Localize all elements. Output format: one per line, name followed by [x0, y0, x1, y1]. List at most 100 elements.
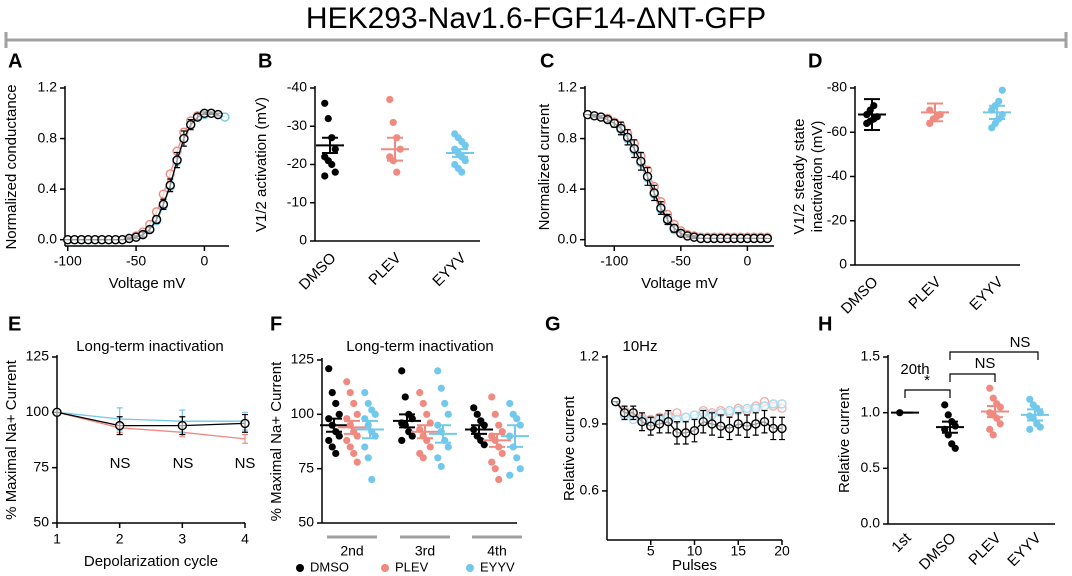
point: [398, 436, 406, 445]
point: [151, 214, 162, 225]
point: [361, 443, 369, 451]
y-tick-label: -10: [287, 193, 307, 209]
x-tick-label: 0: [201, 253, 209, 269]
legend-label: EYYV: [480, 559, 515, 574]
legend-label: DMSO: [310, 559, 349, 574]
x-tick-label: 1st: [888, 529, 915, 556]
point: [324, 115, 332, 123]
y-tick-label: 1.2: [38, 79, 58, 95]
significance-bracket: [904, 389, 951, 398]
x-tick-label: 1: [53, 531, 61, 547]
point: [777, 399, 787, 409]
point: [669, 223, 679, 234]
point: [461, 157, 469, 165]
sem-bar: [927, 102, 943, 123]
point: [642, 171, 653, 182]
point: [513, 454, 521, 462]
panel: E Long-term inactivation 50 75 100 125 % Maxim…: [3, 313, 255, 570]
panel: B -40 -30 -20 -10 0 V1/2 activation (mV) DMSO PL…: [253, 50, 480, 293]
point: [145, 224, 155, 235]
y-tick-label: 0.0: [38, 230, 58, 246]
point: [611, 396, 621, 407]
point: [350, 449, 358, 458]
point: [321, 99, 329, 107]
point: [616, 123, 626, 134]
point: [364, 399, 372, 408]
annotation: NS: [1010, 334, 1031, 351]
sem-bar: [489, 432, 505, 448]
point: [213, 109, 223, 120]
x-tick-label: 15: [730, 543, 746, 559]
y-axis-label: Relative current: [561, 395, 578, 501]
sem-bar: [452, 148, 468, 158]
y-tick-label: 75: [298, 459, 314, 475]
panel: G 10Hz 0.6 0.9 1.2 Relative current Pulses 5 10 1…: [545, 313, 790, 574]
point: [179, 133, 189, 144]
point: [488, 393, 496, 401]
y-tick-label: 0.6: [580, 482, 600, 498]
y-tick-label: -40: [827, 167, 847, 183]
y-tick-label: -20: [287, 155, 307, 171]
annotation: NS: [975, 355, 996, 372]
point: [724, 405, 735, 416]
annotation: NS: [173, 455, 194, 472]
panel-letter: A: [8, 50, 22, 72]
sem-bar: [989, 104, 1005, 120]
point: [491, 465, 499, 473]
point: [343, 378, 351, 386]
panel-letter: B: [258, 50, 272, 72]
point: [177, 420, 188, 431]
series-line: [56, 411, 245, 422]
point: [768, 423, 778, 434]
panel: H 20th 0.0 0.5 1.0 1.5 Relative current * NS NS 1s…: [818, 313, 1055, 573]
sem-bar: [387, 136, 403, 162]
point: [996, 403, 1004, 411]
x-tick-label: 2: [116, 531, 124, 547]
x-tick-label: DMSO: [838, 274, 882, 318]
y-tick-label: 0.5: [861, 459, 881, 475]
point: [681, 428, 691, 438]
y-tick-label: 50: [33, 514, 49, 530]
y-tick-label: 1.2: [580, 348, 600, 364]
y-axis-label: % Maximal Na+ Current: [3, 359, 20, 519]
series-line: [56, 411, 246, 440]
y-tick-label: 0.0: [861, 515, 881, 531]
point: [986, 425, 994, 433]
error-bar: [242, 433, 248, 444]
point: [353, 458, 361, 466]
series-line: [67, 112, 219, 241]
point: [346, 389, 354, 397]
point: [1026, 395, 1034, 403]
legend-marker: [466, 564, 474, 572]
point: [416, 389, 424, 397]
point: [733, 419, 743, 429]
point: [622, 132, 633, 142]
point: [328, 160, 336, 169]
point: [986, 384, 994, 392]
point: [408, 432, 416, 440]
point: [1036, 423, 1044, 431]
point: [759, 417, 770, 427]
point: [609, 118, 619, 129]
series-line: [67, 112, 226, 241]
point: [636, 156, 646, 167]
x-tick-label: DMSO: [296, 250, 340, 294]
point: [672, 428, 682, 438]
y-axis-label: V1/2 steady state: [791, 119, 808, 235]
point: [138, 229, 148, 240]
point: [1026, 425, 1034, 433]
point: [419, 454, 427, 462]
point: [437, 462, 445, 471]
y-axis-label: % Maximal Na+ Current: [268, 361, 285, 521]
x-axis-label: Depolarization cycle: [84, 553, 218, 570]
point: [335, 432, 343, 440]
point: [662, 214, 673, 225]
point: [434, 454, 442, 462]
y-axis-label: inactivation (mV): [809, 121, 826, 233]
y-tick-label: -20: [827, 211, 847, 227]
point: [343, 436, 351, 445]
point: [441, 399, 449, 408]
x-tick-label: 4: [241, 531, 249, 547]
point: [386, 95, 394, 104]
